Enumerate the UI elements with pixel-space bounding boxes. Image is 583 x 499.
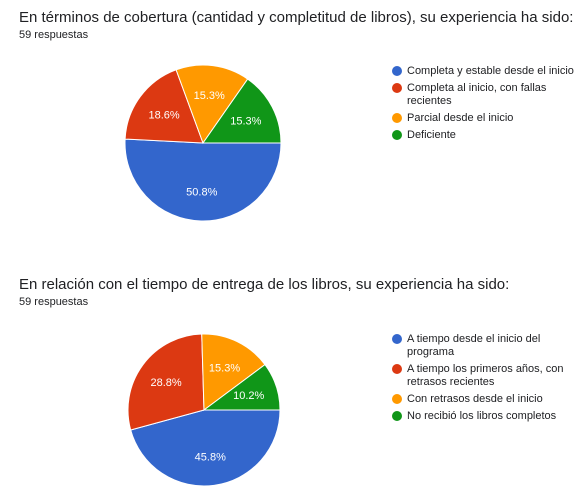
chart-section-coverage: En términos de cobertura (cantidad y com… — [19, 9, 582, 222]
pie-slice[interactable] — [201, 333, 266, 411]
chart-title: En relación con el tiempo de entrega de … — [19, 276, 510, 293]
legend-swatch-blue — [392, 334, 402, 344]
legend-swatch-green — [392, 411, 402, 421]
response-count: 59 respuestas — [19, 296, 89, 308]
legend-swatch-orange — [392, 113, 402, 123]
slice-label: 15.3% — [209, 363, 240, 375]
slice-label: 50.8% — [186, 186, 217, 198]
legend-coverage: Completa y estable desde el inicio Compl… — [392, 65, 582, 146]
pie-slice[interactable] — [130, 409, 281, 487]
legend-item[interactable]: Completa y estable desde el inicio — [392, 65, 582, 78]
legend-label: Completa y estable desde el inicio — [407, 65, 574, 77]
legend-item[interactable]: A tiempo los primeros años, con retrasos… — [392, 363, 582, 389]
legend-swatch-blue — [392, 66, 402, 76]
legend-item[interactable]: Parcial desde el inicio — [392, 112, 582, 125]
slice-label: 15.3% — [194, 90, 225, 102]
pie-slice[interactable] — [202, 78, 282, 144]
legend-label: Parcial desde el inicio — [407, 112, 514, 124]
pie-slice[interactable] — [127, 333, 205, 431]
response-count: 59 respuestas — [19, 29, 89, 41]
legend-label: Con retrasos desde el inicio — [407, 393, 543, 405]
slice-label: 10.2% — [233, 390, 264, 402]
legend-item[interactable]: A tiempo desde el inicio del programa — [392, 333, 582, 359]
chart-title: En términos de cobertura (cantidad y com… — [19, 9, 574, 26]
legend-label: No recibió los libros completos — [407, 410, 557, 422]
slice-label: 28.8% — [151, 377, 182, 389]
legend-item[interactable]: Completa al inicio, con fallas recientes — [392, 82, 582, 108]
legend-label: A tiempo los primeros años, con retrasos… — [407, 363, 564, 388]
legend-swatch-orange — [392, 394, 402, 404]
pie-chart-delivery: 45.8% 28.8% 15.3% 10.2% — [127, 333, 281, 487]
chart-section-delivery: En relación con el tiempo de entrega de … — [0, 270, 583, 499]
legend-item[interactable]: No recibió los libros completos — [392, 410, 582, 423]
slice-label: 45.8% — [195, 452, 226, 464]
pie-slice[interactable] — [124, 69, 204, 144]
legend-swatch-red — [392, 83, 402, 93]
legend-swatch-green — [392, 130, 402, 140]
pie-slice[interactable] — [202, 363, 281, 411]
legend-delivery: A tiempo desde el inicio del programa A … — [392, 333, 582, 427]
legend-item[interactable]: Deficiente — [392, 129, 582, 142]
slice-label: 15.3% — [230, 116, 261, 128]
pie-chart-coverage: 50.8% 18.6% 15.3% 15.3% — [124, 64, 282, 222]
pie-slice[interactable] — [175, 64, 249, 145]
pie-slice[interactable] — [124, 138, 282, 222]
legend-swatch-red — [392, 364, 402, 374]
legend-label: Deficiente — [407, 129, 456, 141]
legend-label: Completa al inicio, con fallas recientes — [407, 82, 547, 107]
slice-label: 18.6% — [148, 109, 179, 121]
legend-label: A tiempo desde el inicio del programa — [407, 333, 541, 358]
legend-item[interactable]: Con retrasos desde el inicio — [392, 393, 582, 406]
